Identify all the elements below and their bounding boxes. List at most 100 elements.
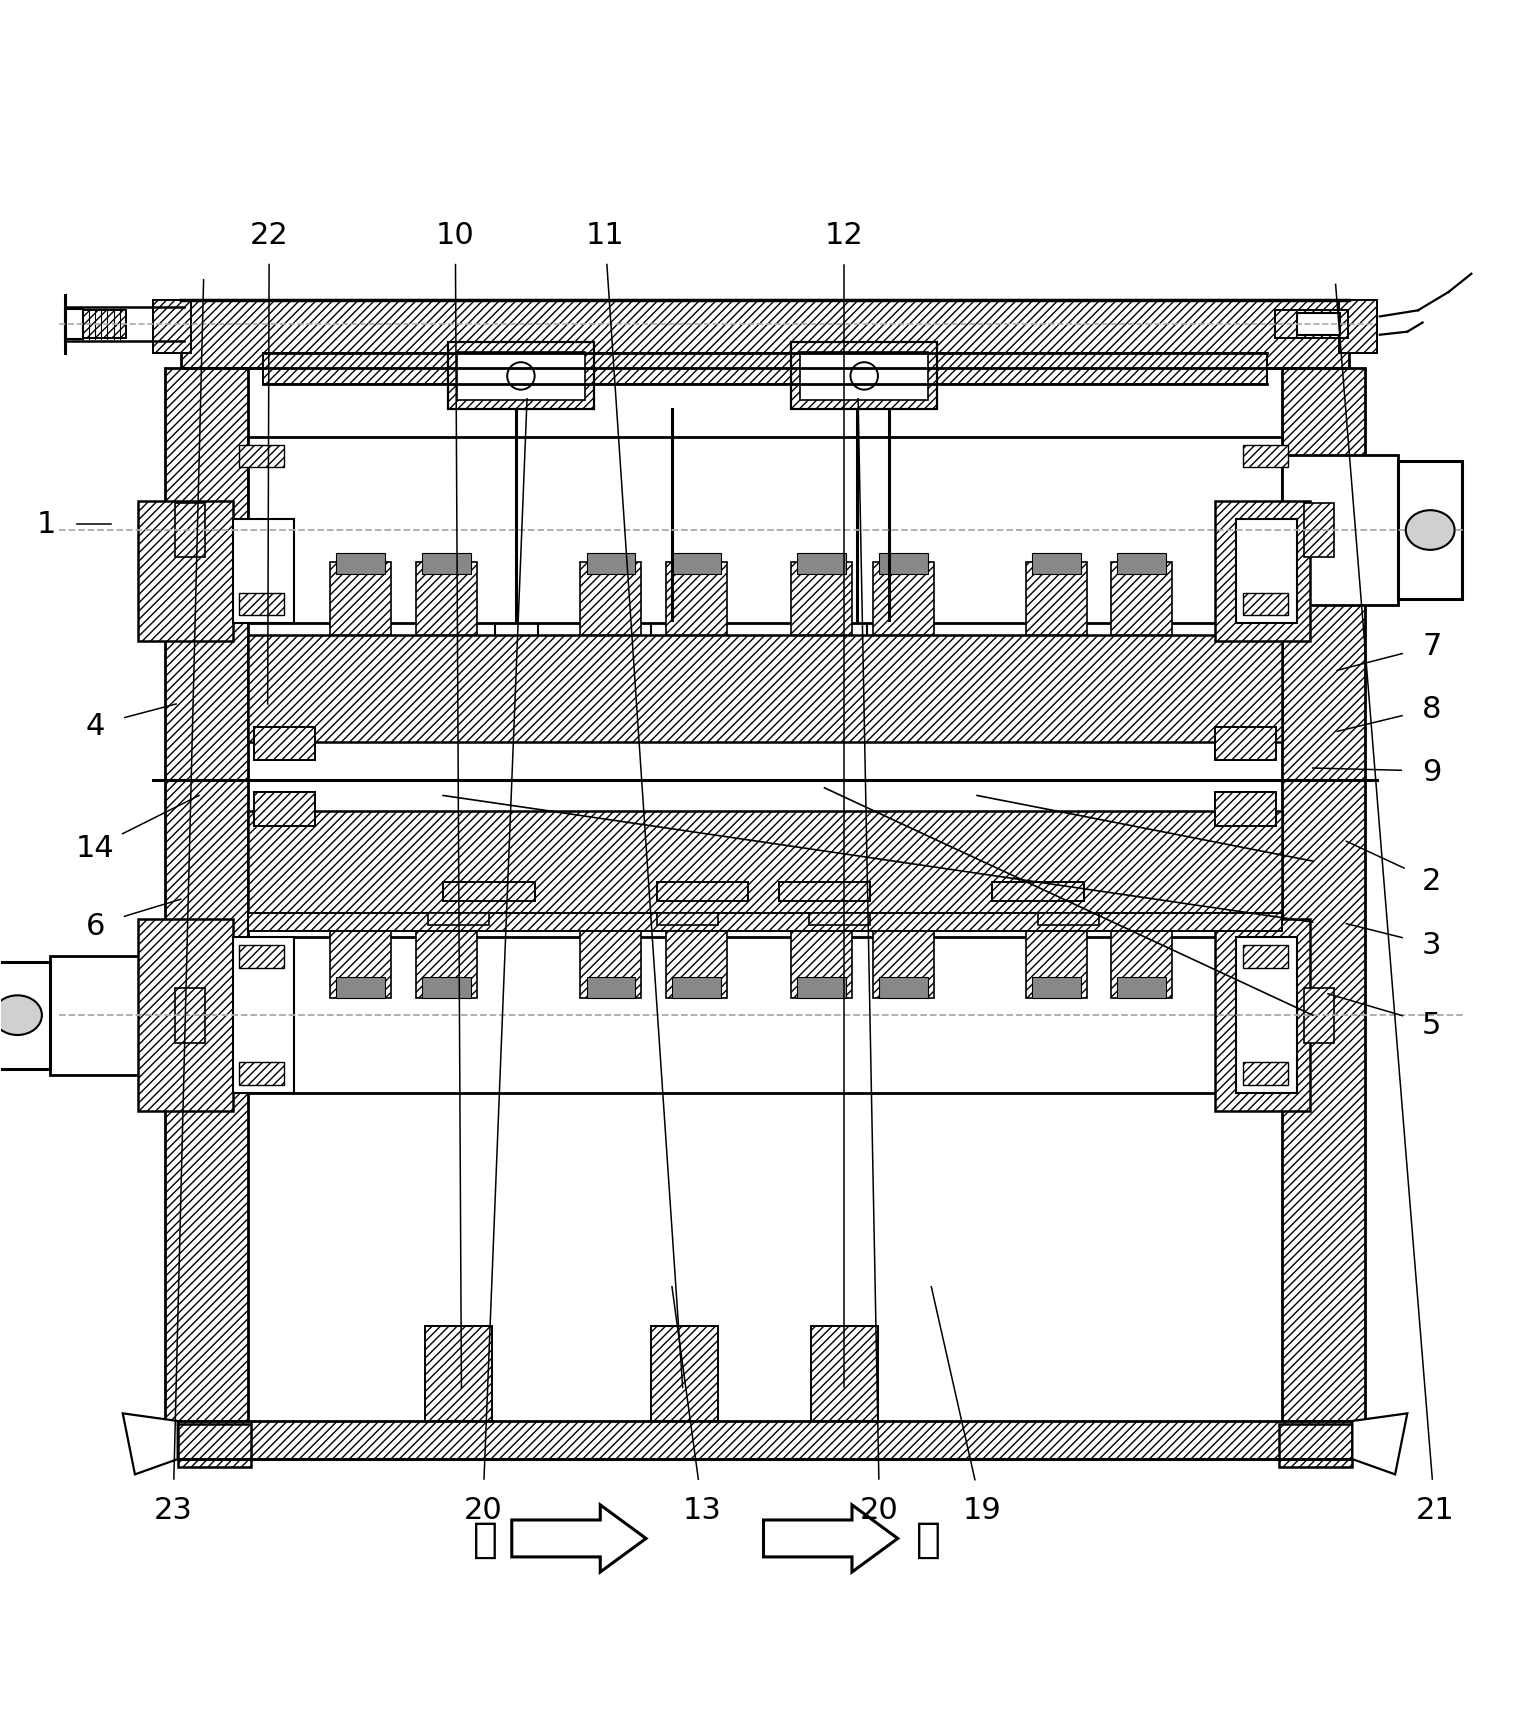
Bar <box>247 437 1283 624</box>
Bar <box>1237 938 1298 1094</box>
Polygon shape <box>1353 1414 1408 1474</box>
Bar <box>586 554 635 574</box>
Bar <box>247 938 1283 1094</box>
Bar <box>1280 1424 1353 1467</box>
Text: 4: 4 <box>86 711 105 740</box>
Bar <box>580 926 641 999</box>
Bar <box>657 914 718 926</box>
Bar <box>165 369 247 782</box>
Bar <box>880 554 928 574</box>
Bar <box>232 519 293 624</box>
Bar <box>336 977 385 999</box>
Bar <box>1275 312 1348 339</box>
Bar <box>263 353 1267 384</box>
Bar <box>336 554 385 574</box>
Bar <box>873 926 935 999</box>
Bar <box>666 926 727 999</box>
Bar <box>672 977 721 999</box>
Bar <box>238 593 284 615</box>
Bar <box>1339 300 1377 353</box>
Text: 10: 10 <box>435 221 475 250</box>
Text: 11: 11 <box>585 221 625 250</box>
Bar <box>1032 977 1081 999</box>
Bar <box>1237 519 1298 624</box>
Bar <box>1032 554 1081 574</box>
Bar <box>180 300 1350 369</box>
Bar <box>586 977 635 999</box>
Bar <box>1298 314 1341 336</box>
Ellipse shape <box>0 996 41 1035</box>
Bar <box>1215 502 1310 643</box>
Bar <box>1118 977 1167 999</box>
Bar <box>791 926 852 999</box>
Text: 左: 左 <box>473 1517 498 1560</box>
Bar <box>153 300 191 353</box>
Bar <box>247 636 1283 742</box>
Bar <box>64 310 82 339</box>
Bar <box>1118 554 1167 574</box>
Bar <box>1026 926 1087 999</box>
Bar <box>174 504 205 559</box>
Bar <box>672 554 721 574</box>
Bar <box>330 926 391 999</box>
Text: 右: 右 <box>916 1517 941 1560</box>
Bar <box>457 353 585 401</box>
Bar <box>1026 562 1087 636</box>
Text: 3: 3 <box>1422 931 1441 960</box>
Bar <box>1243 446 1289 468</box>
Bar <box>330 562 391 636</box>
Bar <box>232 938 293 1094</box>
Bar <box>873 562 935 636</box>
Bar <box>447 343 594 410</box>
Bar <box>238 446 284 468</box>
Bar <box>415 562 476 636</box>
Text: 9: 9 <box>1422 758 1441 787</box>
Bar <box>177 1424 250 1467</box>
Bar <box>1243 946 1289 968</box>
Bar <box>421 554 470 574</box>
Polygon shape <box>512 1505 646 1572</box>
Text: 21: 21 <box>1416 1495 1454 1524</box>
Polygon shape <box>122 1414 177 1474</box>
Bar <box>797 977 846 999</box>
Bar <box>247 811 1283 926</box>
Text: 13: 13 <box>683 1495 722 1524</box>
Bar <box>1399 463 1463 600</box>
Bar <box>867 608 910 643</box>
Bar <box>791 562 852 636</box>
Ellipse shape <box>1406 511 1455 550</box>
Bar <box>651 608 693 643</box>
Text: 19: 19 <box>962 1495 1002 1524</box>
Bar <box>247 914 1283 932</box>
Bar <box>253 727 315 761</box>
Bar <box>1283 782 1365 1421</box>
Bar <box>1283 456 1399 605</box>
Bar <box>1112 926 1173 999</box>
Bar <box>1304 989 1335 1044</box>
Bar <box>49 956 165 1075</box>
Bar <box>1215 919 1310 1112</box>
Text: 2: 2 <box>1422 867 1441 896</box>
Bar <box>137 919 232 1112</box>
Text: 20: 20 <box>860 1495 899 1524</box>
Bar <box>797 554 846 574</box>
Bar <box>666 562 727 636</box>
Bar <box>835 608 878 643</box>
Bar <box>1283 369 1365 782</box>
Bar <box>1215 794 1277 826</box>
Bar <box>415 926 476 999</box>
Text: 6: 6 <box>86 912 105 939</box>
Bar <box>811 1327 878 1421</box>
Bar <box>1243 1063 1289 1085</box>
Text: 1: 1 <box>37 511 56 540</box>
Bar <box>253 794 315 826</box>
Bar <box>428 914 489 926</box>
Bar <box>651 1327 718 1421</box>
Bar <box>1243 593 1289 615</box>
Text: 20: 20 <box>463 1495 502 1524</box>
Text: 23: 23 <box>154 1495 192 1524</box>
Text: 7: 7 <box>1422 632 1441 662</box>
Bar <box>165 782 247 1421</box>
Bar <box>137 502 232 643</box>
Polygon shape <box>764 1505 898 1572</box>
